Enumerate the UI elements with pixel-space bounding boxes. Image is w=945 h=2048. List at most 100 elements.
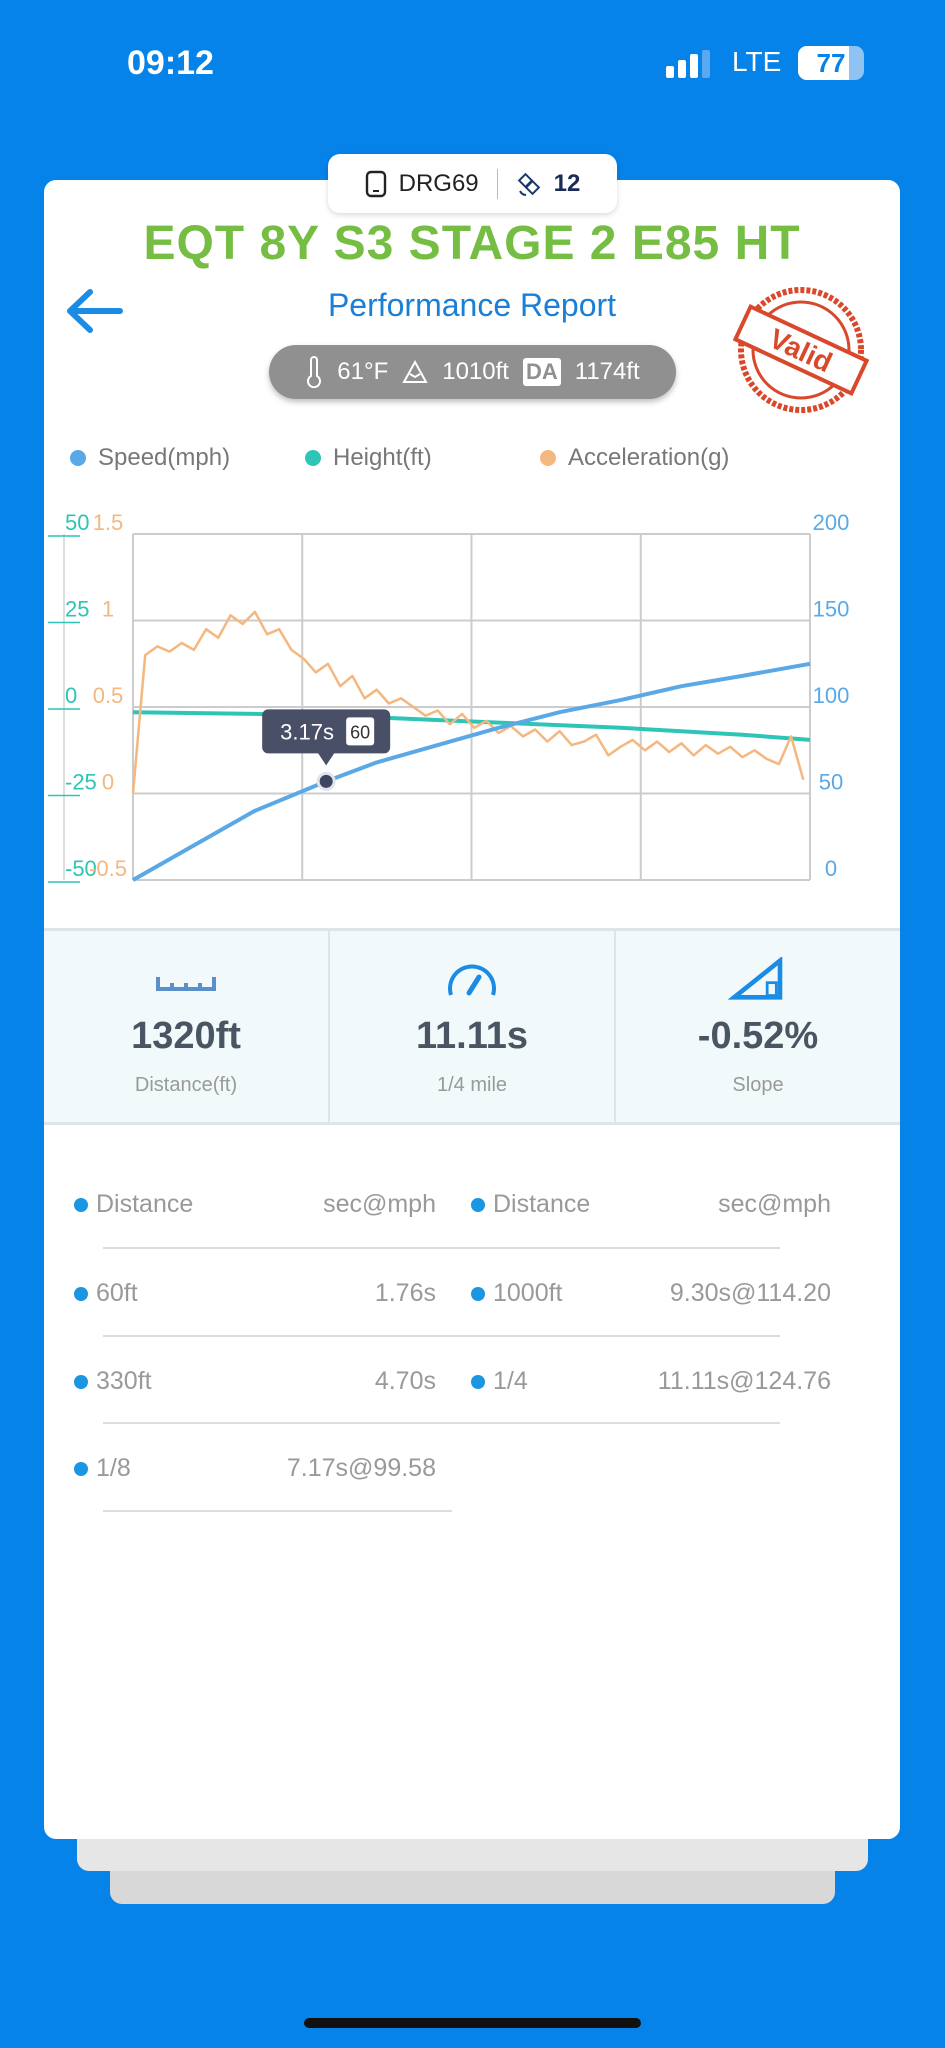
tooltip-marker [316,771,336,791]
height-axis-tick: -50 [65,856,97,881]
bullet-dot [471,1197,485,1212]
satellite-icon [517,172,540,196]
series-speed-line [132,661,811,882]
weather-conditions: 61°F 1010ft DA 1174ft [269,345,676,399]
tooltip-time: 3.17s [280,719,334,744]
speed-axis-tick: 100 [813,683,850,708]
stat-slope: -0.52% Slope [616,931,900,1122]
column-header: Distance [493,1190,591,1218]
split-distance: 60ft [96,1279,138,1307]
legend-dot [70,450,86,466]
split-value: 4.70s [374,1367,436,1395]
split-distance: 330ft [96,1367,152,1395]
accel-axis-tick: 0 [102,770,114,795]
split-row: 60ft 1.76s [74,1279,436,1308]
bullet-dot [74,1286,88,1301]
divider [496,168,498,199]
stat-distance: 1320ft Distance(ft) [44,931,330,1122]
altitude: 1010ft [442,358,509,385]
ruler-icon [156,977,216,991]
performance-chart[interactable]: 50250-25-501.510.50-0.52001501005003.17s… [44,500,900,900]
speed-axis-tick: 0 [825,856,837,881]
accel-axis-tick: 0.5 [93,683,124,708]
speedometer-icon [448,964,496,996]
height-axis-tick: -25 [65,770,97,795]
divider [103,1422,780,1424]
slope-icon [728,957,783,1000]
bullet-dot [74,1461,88,1476]
splits-header-right: Distance sec@mph [471,1190,831,1219]
split-value: 11.11s@124.76 [657,1367,831,1395]
satellite-count: 12 [553,169,581,197]
series-acceleration-line [131,610,805,794]
bullet-dot [471,1286,485,1301]
accel-axis-tick: -0.5 [89,856,127,881]
legend-label: Height(ft) [333,444,432,471]
series-height-line [132,710,811,742]
density-altitude: 1174ft [574,358,640,385]
chart-tooltip: 3.17s 60 [262,709,391,766]
bullet-dot [74,1197,88,1212]
legend-label: Speed(mph) [98,444,231,471]
divider [103,1335,780,1337]
column-header: sec@mph [323,1190,436,1218]
split-value: 7.17s@99.58 [286,1454,436,1482]
page-title: EQT 8Y S3 STAGE 2 E85 HT [143,217,801,270]
stat-label: 1/4 mile [436,1074,508,1096]
network-type: LTE [732,46,782,77]
device-badge[interactable]: DRG69 12 [328,154,617,213]
split-row: 1/4 11.11s@124.76 [471,1367,831,1396]
mountain-icon [402,360,428,383]
tooltip-speed-bg [346,717,375,746]
page-subtitle: Performance Report [327,287,617,323]
battery-level: 77 [816,48,846,78]
density-altitude-icon: DA [522,358,561,386]
split-row: 330ft 4.70s [74,1367,436,1396]
speed-axis-tick: 150 [813,597,850,622]
stat-quarter-mile: 11.11s 1/4 mile [330,931,616,1122]
stat-label: Slope [732,1074,784,1096]
height-axis-tick: 0 [65,683,77,708]
home-indicator[interactable] [304,2018,641,2028]
split-distance: 1/8 [96,1454,131,1482]
legend-label: Acceleration(g) [568,444,730,471]
column-header: Distance [96,1190,194,1218]
bullet-dot [74,1374,88,1389]
speed-axis-tick: 50 [819,770,843,795]
legend-acceleration[interactable]: Acceleration(g) [540,444,729,472]
legend-dot [540,450,556,466]
split-row: 1000ft 9.30s@114.20 [471,1279,831,1308]
legend-speed[interactable]: Speed(mph) [70,444,230,472]
accel-axis-tick: 1 [102,597,114,622]
splits-header-left: Distance sec@mph [74,1190,436,1219]
stat-value: 1320ft [131,1015,241,1057]
split-distance: 1000ft [493,1279,563,1307]
divider [103,1247,780,1249]
split-row: 1/8 7.17s@99.58 [74,1454,436,1483]
device-icon [365,170,386,197]
divider [103,1510,452,1512]
split-value: 1.76s [374,1279,436,1307]
status-time: 09:12 [127,44,214,82]
signal-icon [666,50,710,78]
back-arrow-icon[interactable] [64,288,124,334]
column-header: sec@mph [718,1190,831,1218]
stat-label: Distance(ft) [134,1074,238,1096]
legend-height[interactable]: Height(ft) [305,444,432,472]
tooltip-speed: 60 [350,722,370,742]
valid-stamp: Valid [733,287,869,413]
bullet-dot [471,1374,485,1389]
thermometer-icon [307,356,322,388]
stat-value: 11.11s [415,1015,529,1057]
device-name: DRG69 [398,169,479,197]
height-axis-tick: 25 [65,597,89,622]
accel-axis-tick: 1.5 [93,510,124,535]
summary-stats: 1320ft Distance(ft) 11.11s 1/4 mile -0.5… [44,928,900,1125]
stat-value: -0.52% [697,1015,819,1057]
battery-icon: 77 [798,46,864,80]
height-axis-tick: 50 [65,510,89,535]
temperature: 61°F [337,358,389,385]
split-value: 9.30s@114.20 [669,1279,831,1307]
legend-dot [305,450,321,466]
split-distance: 1/4 [493,1367,528,1395]
